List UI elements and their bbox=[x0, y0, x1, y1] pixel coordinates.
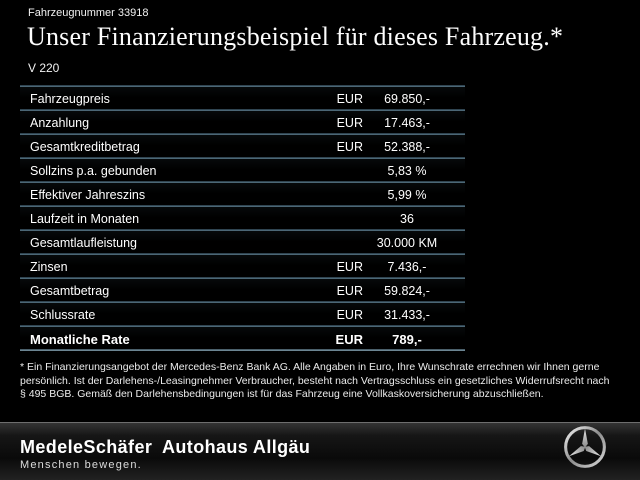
row-label: Sollzins p.a. gebunden bbox=[30, 164, 157, 178]
row-value: 69.850,- bbox=[384, 92, 430, 106]
row-value: 59.824,- bbox=[384, 284, 430, 298]
row-label: Gesamtlaufleistung bbox=[30, 236, 138, 250]
table-row: Anzahlung EUR 17.463,- bbox=[20, 111, 465, 135]
row-label: Fahrzeugpreis bbox=[30, 92, 110, 106]
table-row: Fahrzeugpreis EUR 69.850,- bbox=[20, 87, 465, 111]
row-label: Effektiver Jahreszins bbox=[30, 188, 146, 202]
row-value: 30.000 KM bbox=[376, 236, 438, 250]
row-currency: EUR bbox=[336, 92, 363, 106]
footnote-line: persönlich. Ist der Darlehens-/Leasingne… bbox=[20, 374, 610, 387]
row-label: Schlussrate bbox=[30, 308, 96, 322]
page-title: Unser Finanzierungsbeispiel für dieses F… bbox=[27, 22, 564, 51]
row-label: Monatliche Rate bbox=[30, 331, 130, 347]
table-row: Gesamtlaufleistung 30.000 KM bbox=[20, 231, 465, 255]
row-label: Anzahlung bbox=[30, 116, 90, 130]
row-value: 7.436,- bbox=[387, 260, 427, 274]
vehicle-number: Fahrzeugnummer 33918 bbox=[28, 7, 149, 19]
row-value: 31.433,- bbox=[384, 308, 430, 322]
dealer-logo-text: MedeleSchäfer bbox=[20, 437, 153, 457]
table-row: Monatliche Rate EUR 789,- bbox=[20, 327, 465, 351]
table-row: Laufzeit in Monaten 36 bbox=[20, 207, 465, 231]
dealer-tagline: Menschen bewegen. bbox=[20, 459, 142, 471]
table-row: Gesamtbetrag EUR 59.824,- bbox=[20, 279, 465, 303]
dealer-name-secondary: Autohaus Allgäu bbox=[162, 437, 311, 457]
row-currency: EUR bbox=[336, 284, 363, 298]
row-label: Laufzeit in Monaten bbox=[30, 212, 140, 226]
row-value: 36 bbox=[400, 212, 414, 226]
mercedes-star-icon bbox=[563, 425, 607, 469]
row-currency: EUR bbox=[336, 308, 363, 322]
row-label: Gesamtkreditbetrag bbox=[30, 140, 140, 154]
row-value: 52.388,- bbox=[384, 140, 430, 154]
table-row: Zinsen EUR 7.436,- bbox=[20, 255, 465, 279]
row-currency: EUR bbox=[335, 331, 363, 347]
row-value: 5,99 % bbox=[387, 188, 427, 202]
table-row: Effektiver Jahreszins 5,99 % bbox=[20, 183, 465, 207]
row-value: 789,- bbox=[392, 331, 422, 347]
table-row: Gesamtkreditbetrag EUR 52.388,- bbox=[20, 135, 465, 159]
row-currency: EUR bbox=[336, 260, 363, 274]
row-label: Zinsen bbox=[30, 260, 68, 274]
footnote-line: § 495 BGB. Gemäß den Darlehensbedingunge… bbox=[20, 388, 544, 400]
footnote-line: * Ein Finanzierungsangebot der Mercedes-… bbox=[20, 361, 600, 373]
row-currency: EUR bbox=[336, 140, 363, 154]
dealer-footer: MedeleSchäfer Autohaus Allgäu Menschen b… bbox=[0, 422, 640, 480]
table-row: Schlussrate EUR 31.433,- bbox=[20, 303, 465, 327]
row-value: 17.463,- bbox=[384, 116, 430, 130]
financing-table: Fahrzeugpreis EUR 69.850,- Anzahlung EUR 17.4… bbox=[20, 85, 465, 351]
row-currency: EUR bbox=[336, 116, 363, 130]
legal-footnote: * Ein Finanzierungsangebot der Mercedes-… bbox=[20, 361, 609, 402]
row-label: Gesamtbetrag bbox=[30, 284, 110, 298]
table-row: Sollzins p.a. gebunden 5,83 % bbox=[20, 159, 465, 183]
row-value: 5,83 % bbox=[387, 164, 427, 178]
vehicle-model: V 220 bbox=[28, 61, 60, 75]
